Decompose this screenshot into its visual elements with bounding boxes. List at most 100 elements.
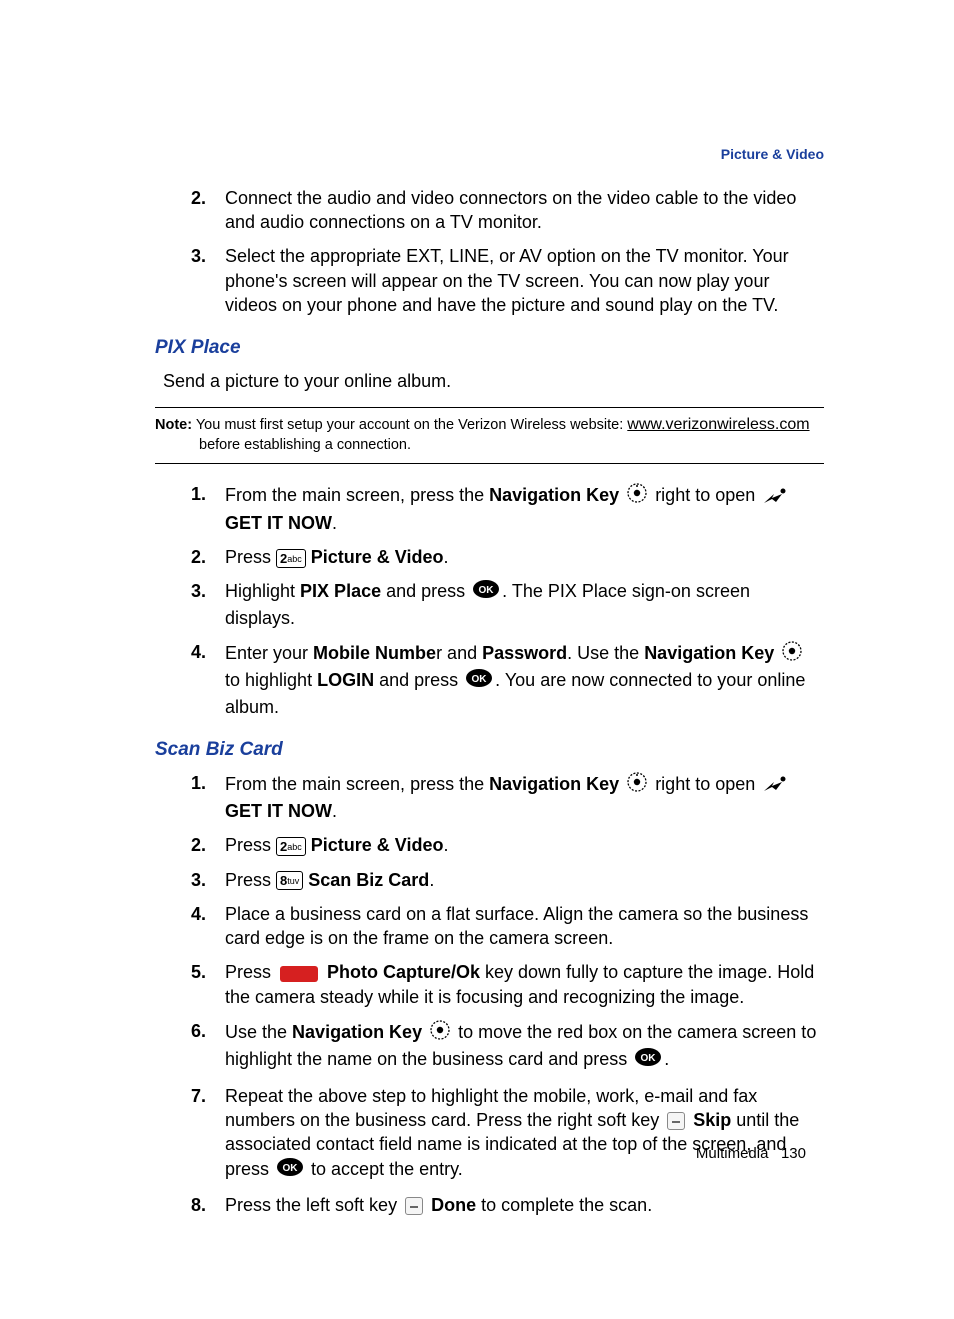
done-label: Done [426,1195,476,1215]
step-2: 2. Connect the audio and video connector… [191,186,824,235]
navigation-key-icon [429,1019,451,1047]
step-number: 6. [191,1019,225,1074]
ok-key-icon: OK [276,1157,304,1183]
t: Press [225,870,276,890]
login-label: LOGIN [317,670,374,690]
step-number: 4. [191,902,225,951]
pix-place-label: PIX Place [300,581,381,601]
svg-text:OK: OK [283,1163,299,1174]
footer-section: Multimedia [696,1145,769,1162]
note-text-a: You must first setup your account on the… [196,417,627,433]
password-label: Password [482,643,567,663]
verizon-link[interactable]: www.verizonwireless.com [627,416,809,433]
t: right to open [655,485,760,505]
picture-video-label: Picture & Video [306,835,444,855]
t: Press the left soft key [225,1195,402,1215]
t: . [443,547,448,567]
pix-step-4: 4. Enter your Mobile Number and Password… [191,640,824,719]
scan-step-3: 3. Press 8tuv Scan Biz Card. [191,868,824,892]
ok-key-icon: OK [472,579,500,605]
continued-steps: 2. Connect the audio and video connector… [191,186,824,317]
svg-text:OK: OK [479,585,495,596]
scan-step-5: 5. Press Photo Capture/Ok key down fully… [191,960,824,1009]
step-text: Select the appropriate EXT, LINE, or AV … [225,244,824,317]
step-body: From the main screen, press the Navigati… [225,482,824,535]
photo-capture-label: Photo Capture/Ok [322,962,480,982]
scan-biz-heading: Scan Biz Card [155,737,824,763]
ok-key-icon: OK [634,1047,662,1073]
pix-step-3: 3. Highlight PIX Place and press OK. The… [191,579,824,630]
get-it-now-arrow-icon [762,776,786,794]
key-2abc-icon: 2abc [276,549,306,568]
t: and press [381,581,470,601]
scan-step-2: 2. Press 2abc Picture & Video. [191,833,824,857]
t: Press [225,835,276,855]
t: . [332,801,337,821]
note-text-b: before establishing a connection. [199,436,824,456]
mobile-number-label: Mobile Numbe [313,643,436,663]
t: . [443,835,448,855]
step-number: 5. [191,960,225,1009]
t: Enter your [225,643,313,663]
step-number: 3. [191,244,225,317]
step-number: 4. [191,640,225,719]
step-body: Enter your Mobile Number and Password. U… [225,640,824,719]
key-8tuv-icon: 8tuv [276,871,303,890]
section-header: Picture & Video [155,145,824,164]
step-number: 1. [191,771,225,824]
photo-capture-button-icon [280,966,318,982]
step-body: From the main screen, press the Navigati… [225,771,824,824]
t: . [332,513,337,533]
t: Use the [225,1022,292,1042]
t: to highlight [225,670,317,690]
t: . Use the [567,643,644,663]
step-body: Highlight PIX Place and press OK. The PI… [225,579,824,630]
ok-key-icon: OK [465,668,493,694]
scan-step-8: 8. Press the left soft key Done to compl… [191,1193,824,1217]
t: Press [225,962,276,982]
step-body: Press 2abc Picture & Video. [225,545,824,569]
t: From the main screen, press the [225,774,489,794]
t: right to open [655,774,760,794]
step-number: 1. [191,482,225,535]
step-body: Press 8tuv Scan Biz Card. [225,868,824,892]
get-it-now-label: GET IT NOW [225,513,332,533]
key-2abc-icon: 2abc [276,837,306,856]
step-number: 3. [191,579,225,630]
page-footer: Multimedia 130 [696,1144,806,1164]
scan-step-6: 6. Use the Navigation Key to move the re… [191,1019,824,1074]
nav-key-label: Navigation Key [489,774,619,794]
t: to complete the scan. [476,1195,652,1215]
nav-key-label: Navigation Key [644,643,774,663]
note-block: Note: You must first setup your account … [155,407,824,464]
t: . [664,1049,669,1069]
step-body: Use the Navigation Key to move the red b… [225,1019,824,1074]
nav-key-label: Navigation Key [292,1022,422,1042]
get-it-now-label: GET IT NOW [225,801,332,821]
picture-video-label: Picture & Video [306,547,444,567]
note-label: Note: [155,417,192,433]
step-text: Connect the audio and video connectors o… [225,186,824,235]
step-number: 7. [191,1084,225,1183]
step-3: 3. Select the appropriate EXT, LINE, or … [191,244,824,317]
step-body: Press Photo Capture/Ok key down fully to… [225,960,824,1009]
step-number: 2. [191,833,225,857]
t: From the main screen, press the [225,485,489,505]
pix-place-heading: PIX Place [155,335,824,361]
t: Press [225,547,276,567]
pix-steps: 1. From the main screen, press the Navig… [191,482,824,719]
pix-step-1: 1. From the main screen, press the Navig… [191,482,824,535]
t: to accept the entry. [306,1159,463,1179]
scan-step-7: 7. Repeat the above step to highlight th… [191,1084,824,1183]
step-body: Press 2abc Picture & Video. [225,833,824,857]
step-number: 8. [191,1193,225,1217]
scan-step-4: 4. Place a business card on a flat surfa… [191,902,824,951]
t: . [429,870,434,890]
scan-biz-label: Scan Biz Card [303,870,429,890]
step-body: Place a business card on a flat surface.… [225,902,824,951]
navigation-key-icon [781,640,803,668]
nav-key-label: Navigation Key [489,485,619,505]
left-soft-key-icon [405,1197,423,1215]
right-soft-key-icon [667,1112,685,1130]
step-body: Press the left soft key Done to complete… [225,1193,824,1217]
